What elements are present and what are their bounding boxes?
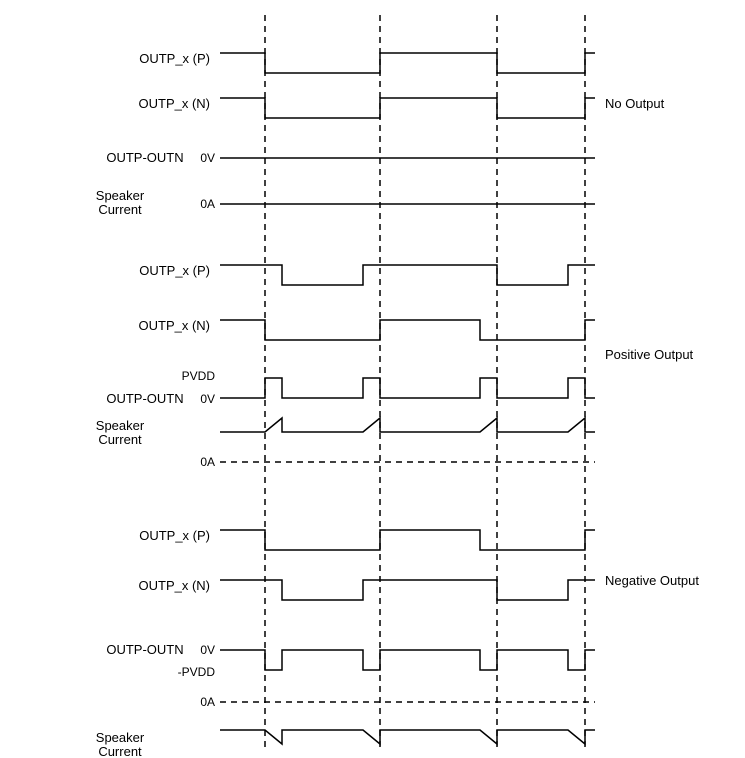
label-no-diff: OUTP-OUTN <box>106 150 183 165</box>
level-pos-diff-1: 0V <box>200 392 215 406</box>
level-neg-diff-0: 0V <box>200 643 215 657</box>
label-pos-spkcur: SpeakerCurrent <box>96 418 145 447</box>
level-neg-spkcur-0: 0A <box>200 695 215 709</box>
level-no-spkcur-0: 0A <box>200 197 215 211</box>
label-neg-diff: OUTP-OUTN <box>106 642 183 657</box>
label-no-outp-p: OUTP_x (P) <box>139 51 210 66</box>
label-pos-outp-n: OUTP_x (N) <box>139 318 211 333</box>
level-neg-diff-1: -PVDD <box>178 665 216 679</box>
level-pos-spkcur-0: 0A <box>200 455 215 469</box>
section-label-negative-output: Negative Output <box>605 573 699 588</box>
section-label-no-output: No Output <box>605 96 665 111</box>
label-neg-outp-p: OUTP_x (P) <box>139 528 210 543</box>
timing-diagram: OUTP_x (P) OUTP_x (N) OUTP-OUTN 0V SpeakerCu… <box>0 0 745 758</box>
level-no-diff-0: 0V <box>200 151 215 165</box>
label-pos-outp-p: OUTP_x (P) <box>139 263 210 278</box>
label-neg-outp-n: OUTP_x (N) <box>139 578 211 593</box>
level-pos-diff-0: PVDD <box>182 369 216 383</box>
section-label-positive-output: Positive Output <box>605 347 694 362</box>
label-no-spkcur: SpeakerCurrent <box>96 188 145 217</box>
label-neg-spkcur: SpeakerCurrent <box>96 730 145 758</box>
label-no-outp-n: OUTP_x (N) <box>139 96 211 111</box>
label-pos-diff: OUTP-OUTN <box>106 391 183 406</box>
